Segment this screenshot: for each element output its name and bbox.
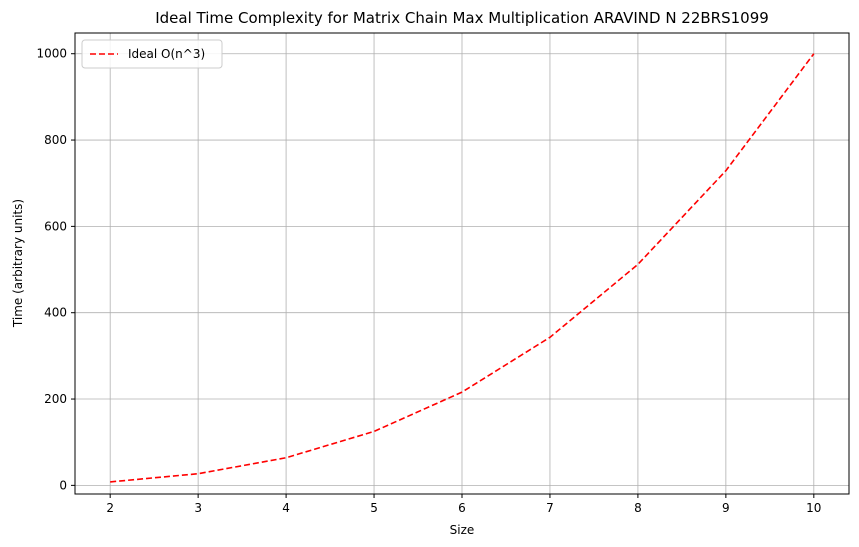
x-tick-label: 7 [546,501,554,515]
x-tick-label: 3 [194,501,202,515]
series-line-ideal [110,53,815,483]
series-layer [110,53,815,483]
legend: Ideal O(n^3) [81,39,223,69]
x-tick-label: 2 [106,501,114,515]
chart-title: Ideal Time Complexity for Matrix Chain M… [155,9,769,27]
x-tick-label: 6 [458,501,466,515]
y-tick-label: 600 [44,219,67,233]
y-axis-label: Time (arbitrary units) [11,199,25,328]
tick-layer: 2 3 4 5 6 7 8 9 10 0 200 400 600 800 1000 [36,47,821,515]
x-tick-label: 9 [722,501,730,515]
x-tick-label: 4 [282,501,290,515]
grid-layer [75,33,849,494]
x-axis-label: Size [450,523,475,537]
y-tick-label: 400 [44,306,67,320]
y-tick-label: 800 [44,133,67,147]
legend-label-ideal: Ideal O(n^3) [128,47,205,61]
x-tick-label: 10 [806,501,821,515]
x-tick-label: 5 [370,501,378,515]
legend-box [81,39,223,69]
y-tick-label: 0 [59,478,67,492]
x-tick-label: 8 [634,501,642,515]
y-tick-label: 200 [44,392,67,406]
y-tick-label: 1000 [36,47,67,61]
